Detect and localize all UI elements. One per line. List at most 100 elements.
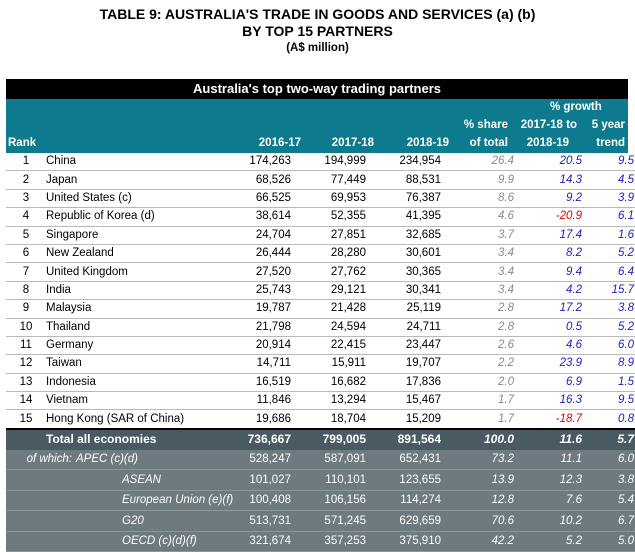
value-2016-17-cell: 19,686 bbox=[218, 409, 293, 430]
table-row: 9 Malaysia 19,787 21,428 25,119 2.8 17.2 3.8 bbox=[6, 299, 635, 319]
value-2016-17-cell: 24,704 bbox=[218, 226, 293, 245]
header-year-2: 2017-18 bbox=[331, 137, 374, 149]
value-2017-18-cell: 28,280 bbox=[293, 244, 368, 264]
growth-annual-cell: -18.7 bbox=[518, 409, 590, 430]
partner-cell: Taiwan bbox=[46, 354, 218, 374]
group-growth-annual-cell: 11.1 bbox=[518, 449, 590, 471]
table-row: 2 Japan 68,526 77,449 88,531 9.9 14.3 4.5 bbox=[6, 170, 635, 190]
value-2016-17-cell: 14,711 bbox=[218, 354, 293, 374]
group-label-cell: of which: APEC (c)(d) bbox=[6, 449, 218, 471]
group-name: OECD (c)(d)(f) bbox=[122, 535, 197, 548]
table-row: 5 Singapore 24,704 27,851 32,685 3.7 17.4 1.6 bbox=[6, 226, 635, 245]
growth-annual-cell: 6.9 bbox=[518, 373, 590, 393]
growth-trend-cell: 3.9 bbox=[590, 189, 635, 209]
total-row: Total all economies 736,667 799,005 891,564… bbox=[6, 427, 635, 450]
header-growth: % growth bbox=[550, 101, 602, 113]
growth-trend-cell: 0.8 bbox=[590, 409, 635, 430]
value-2016-17-cell: 68,526 bbox=[218, 170, 293, 190]
group-2016-17-cell: 528,247 bbox=[218, 449, 293, 471]
partner-cell: China bbox=[46, 153, 218, 172]
table-unit: (A$ million) bbox=[286, 42, 349, 54]
partner-cell: United States (c) bbox=[46, 189, 218, 209]
value-2016-17-cell: 20,914 bbox=[218, 336, 293, 356]
growth-trend-cell: 6.1 bbox=[590, 207, 635, 227]
group-prefix: of which: bbox=[26, 453, 72, 466]
group-name: APEC (c)(d) bbox=[76, 453, 138, 466]
partner-cell: Indonesia bbox=[46, 373, 218, 393]
rank-cell: 11 bbox=[6, 336, 46, 356]
rank-cell: 15 bbox=[6, 409, 46, 430]
value-2016-17-cell: 26,444 bbox=[218, 244, 293, 264]
value-2017-18-cell: 24,594 bbox=[293, 318, 368, 337]
growth-trend-cell: 6.4 bbox=[590, 262, 635, 282]
group-label-cell: ASEAN bbox=[6, 469, 218, 491]
share-cell: 26.4 bbox=[443, 153, 518, 172]
value-2016-17-cell: 66,525 bbox=[218, 189, 293, 209]
table-row: 14 Vietnam 11,846 13,294 15,467 1.7 16.3 9.5 bbox=[6, 391, 635, 411]
table-row: 12 Taiwan 14,711 15,911 19,707 2.2 23.9 8.9 bbox=[6, 354, 635, 374]
share-cell: 1.7 bbox=[443, 391, 518, 411]
share-cell: 2.2 bbox=[443, 354, 518, 374]
value-2017-18-cell: 13,294 bbox=[293, 391, 368, 411]
group-2017-18-cell: 110,101 bbox=[293, 469, 368, 491]
group-growth-trend-cell: 5.0 bbox=[590, 531, 635, 552]
growth-annual-cell: 23.9 bbox=[518, 354, 590, 374]
rank-cell: 7 bbox=[6, 262, 46, 282]
total-2016-17-cell: 736,667 bbox=[218, 427, 293, 450]
group-2018-19-cell: 114,274 bbox=[368, 490, 443, 512]
growth-annual-cell: 0.5 bbox=[518, 318, 590, 337]
value-2018-19-cell: 15,209 bbox=[368, 409, 443, 430]
trade-table: Australia's top two-way trading partners… bbox=[6, 79, 635, 552]
growth-trend-cell: 6.0 bbox=[590, 336, 635, 356]
value-2017-18-cell: 77,449 bbox=[293, 170, 368, 190]
table-row: 15 Hong Kong (SAR of China) 19,686 18,704 15… bbox=[6, 409, 635, 430]
group-row: OECD (c)(d)(f) 321,674 357,253 375,910 42.2 5… bbox=[6, 531, 635, 552]
rank-cell: 8 bbox=[6, 281, 46, 301]
header-year-3: 2018-19 bbox=[406, 137, 449, 149]
group-growth-annual-cell: 12.3 bbox=[518, 469, 590, 491]
growth-trend-cell: 5.2 bbox=[590, 244, 635, 264]
group-row: ASEAN 101,027 110,101 123,655 13.9 12.3 3.8 bbox=[6, 469, 635, 491]
value-2017-18-cell: 29,121 bbox=[293, 281, 368, 301]
value-2018-19-cell: 30,365 bbox=[368, 262, 443, 282]
share-cell: 3.4 bbox=[443, 262, 518, 282]
growth-trend-cell: 5.2 bbox=[590, 318, 635, 337]
group-name: European Union (e)(f) bbox=[122, 494, 234, 507]
rank-cell: 14 bbox=[6, 391, 46, 411]
group-growth-annual-cell: 7.6 bbox=[518, 490, 590, 512]
growth-trend-cell: 9.5 bbox=[590, 391, 635, 411]
header-share-bottom: of total bbox=[469, 137, 508, 149]
group-2016-17-cell: 513,731 bbox=[218, 510, 293, 532]
value-2018-19-cell: 24,711 bbox=[368, 318, 443, 337]
growth-trend-cell: 8.9 bbox=[590, 354, 635, 374]
table-row: 13 Indonesia 16,519 16,682 17,836 2.0 6.9 1.5 bbox=[6, 373, 635, 393]
growth-annual-cell: 4.2 bbox=[518, 281, 590, 301]
group-2018-19-cell: 375,910 bbox=[368, 531, 443, 552]
value-2016-17-cell: 174,263 bbox=[218, 153, 293, 172]
value-2017-18-cell: 18,704 bbox=[293, 409, 368, 430]
value-2017-18-cell: 69,953 bbox=[293, 189, 368, 209]
share-cell: 8.6 bbox=[443, 189, 518, 209]
rank-cell: 3 bbox=[6, 189, 46, 209]
value-2018-19-cell: 76,387 bbox=[368, 189, 443, 209]
value-2018-19-cell: 19,707 bbox=[368, 354, 443, 374]
table-row: 11 Germany 20,914 22,415 23,447 2.6 4.6 6.0 bbox=[6, 336, 635, 356]
growth-annual-cell: 4.6 bbox=[518, 336, 590, 356]
value-2018-19-cell: 25,119 bbox=[368, 299, 443, 319]
partner-cell: Germany bbox=[46, 336, 218, 356]
header-g1-top: 2017-18 to bbox=[520, 119, 577, 131]
value-2017-18-cell: 27,762 bbox=[293, 262, 368, 282]
table-subtitle: BY TOP 15 PARTNERS bbox=[242, 23, 393, 39]
growth-annual-cell: 16.3 bbox=[518, 391, 590, 411]
group-share-cell: 12.8 bbox=[443, 490, 518, 512]
table-row: 7 United Kingdom 27,520 27,762 30,365 3.4 9.4 6… bbox=[6, 262, 635, 282]
group-growth-trend-cell: 6.7 bbox=[590, 510, 635, 532]
value-2016-17-cell: 16,519 bbox=[218, 373, 293, 393]
value-2016-17-cell: 21,798 bbox=[218, 318, 293, 337]
rank-cell: 4 bbox=[6, 207, 46, 227]
value-2016-17-cell: 27,520 bbox=[218, 262, 293, 282]
total-growth-trend-cell: 5.7 bbox=[590, 427, 635, 450]
group-row: European Union (e)(f) 100,408 106,156 114,2… bbox=[6, 490, 635, 512]
header-g5-top: 5 year bbox=[591, 119, 625, 131]
share-cell: 2.0 bbox=[443, 373, 518, 393]
